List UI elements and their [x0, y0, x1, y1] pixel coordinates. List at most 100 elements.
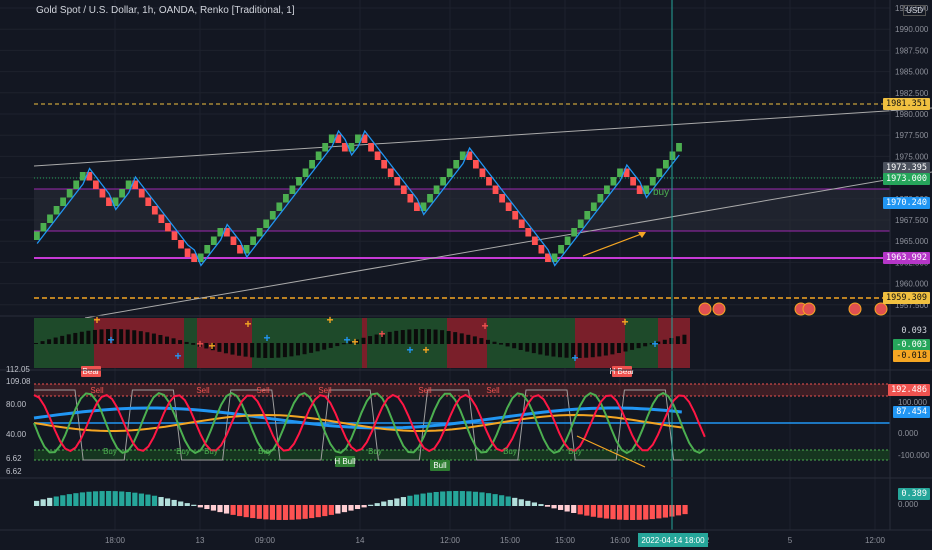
signal-label: Buy — [258, 447, 272, 456]
renko-brick — [597, 194, 604, 203]
osc3-bar — [440, 491, 446, 506]
osc3-bar — [571, 505, 577, 513]
plus-icon: + — [422, 343, 429, 357]
osc3-bar — [649, 505, 655, 520]
osc1-bar — [590, 343, 595, 358]
signal-label: Sell — [318, 386, 332, 395]
renko-brick — [335, 134, 342, 143]
osc3-bar — [73, 493, 79, 506]
oscillator-pane-3[interactable] — [34, 491, 688, 520]
osc1-bar — [544, 343, 549, 356]
osc1-bar — [34, 343, 38, 344]
osc3-bar — [616, 505, 623, 520]
price-pane[interactable]: buy — [33, 103, 932, 319]
arrow-head-main — [638, 232, 646, 238]
orange-arrow-main[interactable] — [582, 232, 645, 257]
osc3-bar — [217, 505, 223, 513]
renko-brick — [276, 202, 283, 211]
osc3-bar — [525, 500, 531, 506]
osc3-bar — [92, 491, 99, 506]
renko-brick — [158, 214, 165, 223]
oscillator-pane-2[interactable]: Bear Sell Sell Sell Sell Sell Sell H Bear Buy Buy… — [33, 366, 890, 471]
price-tag: -0.003 — [893, 339, 930, 351]
osc3-bar — [381, 501, 387, 506]
price-tick-label: 1977.500 — [895, 131, 929, 140]
osc1-bar — [571, 343, 576, 358]
osc1-zone — [184, 318, 197, 368]
osc1-bar — [125, 329, 130, 344]
renko-brick — [86, 172, 93, 181]
osc2-signal-labels: Bear Sell Sell Sell Sell Sell Sell H Bear Buy Buy… — [81, 366, 635, 471]
osc3-bar — [171, 499, 177, 506]
signal-badge — [335, 456, 355, 467]
renko-brick — [453, 160, 460, 169]
plus-icon: + — [378, 327, 385, 341]
osc3-bar — [577, 505, 583, 515]
chart-title: Gold Spot / U.S. Dollar, 1h, OANDA, Renk… — [36, 5, 295, 16]
price-tag: 1963.992 — [883, 252, 930, 264]
range-box — [34, 189, 890, 231]
renko-brick — [73, 180, 80, 189]
osc1-bar — [309, 343, 314, 353]
renko-brick — [610, 177, 617, 186]
renko-brick — [446, 168, 453, 177]
osc3-bar — [79, 492, 86, 506]
signal-label: Buy — [568, 447, 582, 456]
renko-brick — [479, 168, 486, 177]
osc1-bar — [250, 343, 255, 358]
renko-brick — [348, 143, 355, 152]
osc1-bar — [47, 339, 52, 344]
osc2-left-tick: 6.62 — [6, 467, 22, 476]
renko-brick — [66, 189, 73, 198]
osc3-bar — [138, 493, 144, 506]
osc1-bar — [256, 343, 261, 358]
osc1-bar — [682, 334, 687, 344]
osc3-bar — [197, 505, 203, 508]
oscillator-pane-1[interactable]: ++++ +++++ +++ +++++ — [34, 313, 690, 368]
osc2-tick-label: 0.000 — [898, 429, 919, 438]
renko-brick — [138, 189, 145, 198]
osc1-bar — [171, 338, 176, 344]
osc1-bar — [138, 331, 143, 344]
orange-arrow-osc[interactable] — [576, 435, 646, 468]
renko-brick — [119, 189, 125, 198]
signal-label: Buy — [204, 447, 218, 456]
osc3-bar — [610, 505, 616, 520]
price-tick-label: 1992.500 — [895, 4, 929, 13]
osc3-bar — [269, 505, 275, 520]
currency-button[interactable]: USD — [903, 5, 926, 16]
renko-brick — [289, 185, 296, 194]
time-tick-label: 15:00 — [500, 536, 521, 545]
osc1-bar — [643, 343, 648, 347]
plus-icon: + — [93, 313, 100, 327]
renko-brick — [577, 219, 584, 228]
osc3-bar — [466, 491, 472, 506]
osc1-bar — [191, 343, 196, 345]
renko-brick — [92, 180, 99, 189]
osc3-bar — [368, 504, 374, 506]
renko-brick — [204, 245, 211, 254]
renko-brick — [355, 134, 361, 143]
renko-brick — [178, 240, 184, 249]
osc3-bar — [34, 500, 40, 506]
osc3-bar — [237, 505, 243, 517]
osc1-bar — [184, 341, 189, 344]
osc1-bar — [446, 331, 451, 344]
signal-label: Sell — [90, 386, 104, 395]
osc1-bar — [282, 343, 287, 358]
osc1-bar — [204, 343, 209, 349]
osc3-bar — [178, 501, 184, 506]
renko-brick — [60, 197, 67, 206]
lower-trend-line[interactable] — [84, 171, 932, 319]
osc1-bar — [335, 343, 340, 347]
osc2-left-tick: 112.05 — [6, 365, 30, 374]
upper-trend-line[interactable] — [33, 107, 932, 167]
osc3-bar — [256, 505, 262, 519]
osc1-bar — [302, 343, 307, 355]
osc2-step-line — [34, 389, 682, 461]
osc3-bar — [662, 505, 668, 518]
osc1-bar — [243, 343, 248, 357]
renko-brick — [106, 197, 112, 206]
osc3-bar — [387, 499, 393, 506]
